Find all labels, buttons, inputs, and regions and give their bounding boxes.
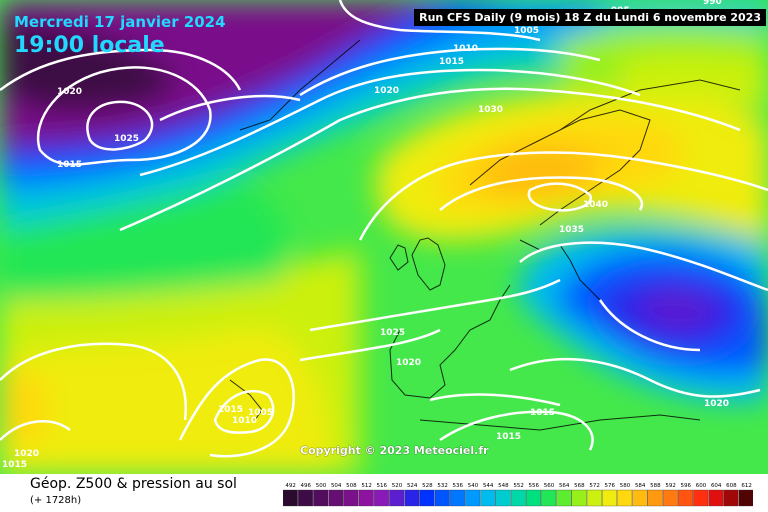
legend-swatch-532 xyxy=(434,489,450,507)
legend-value-508: 508 xyxy=(346,483,357,489)
legend-swatch-572 xyxy=(586,489,602,507)
isobar-label-1015-mediterranean: 1015 xyxy=(530,408,555,418)
legend-value-500: 500 xyxy=(316,483,327,489)
legend-value-572: 572 xyxy=(589,483,600,489)
legend-swatch-492 xyxy=(283,489,298,507)
legend-value-504: 504 xyxy=(331,483,342,489)
isobar-label-1020-central: 1020 xyxy=(396,358,421,368)
legend-swatch-520 xyxy=(389,489,405,507)
legend-value-612: 612 xyxy=(741,483,752,489)
isobar-label-1025-central: 1025 xyxy=(380,328,405,338)
isobar-label-1035: 1035 xyxy=(559,225,584,235)
isobar-label-990: 990 xyxy=(703,0,722,7)
legend-value-528: 528 xyxy=(422,483,433,489)
legend-swatch-536 xyxy=(450,489,465,507)
isobar-label-1015-north: 1015 xyxy=(439,57,464,67)
legend-swatch-600 xyxy=(693,489,709,507)
legend-swatch-552 xyxy=(510,489,526,507)
isobar-label-1020-bottom-left: 1020 xyxy=(14,449,39,459)
legend-value-596: 596 xyxy=(681,483,692,489)
legend-value-564: 564 xyxy=(559,483,570,489)
isobar-label-1005-southwest: 1005 xyxy=(248,408,273,418)
legend-value-608: 608 xyxy=(726,483,737,489)
legend-swatch-564 xyxy=(556,489,572,507)
isobar-label-1015-bottom-left: 1015 xyxy=(2,460,27,470)
legend-value-592: 592 xyxy=(665,483,676,489)
legend-swatch-548 xyxy=(495,489,511,507)
legend-swatch-596 xyxy=(678,489,693,507)
isobar-label-1040: 1040 xyxy=(583,200,608,210)
legend-value-492: 492 xyxy=(285,483,296,489)
legend-swatch-504 xyxy=(328,489,344,507)
legend-swatch-612 xyxy=(738,489,753,507)
legend-value-536: 536 xyxy=(453,483,464,489)
legend-swatch-540 xyxy=(465,489,481,507)
legend-value-556: 556 xyxy=(529,483,540,489)
legend-value-588: 588 xyxy=(650,483,661,489)
isobar-label-1020-north: 1020 xyxy=(374,86,399,96)
forecast-date: Mercredi 17 janvier 2024 xyxy=(14,13,226,31)
isobar-label-1020-east: 1020 xyxy=(704,399,729,409)
legend-swatch-604 xyxy=(708,489,724,507)
legend-swatch-544 xyxy=(480,489,496,507)
legend-value-600: 600 xyxy=(696,483,707,489)
legend-value-544: 544 xyxy=(483,483,494,489)
legend-swatch-568 xyxy=(571,489,587,507)
legend-value-496: 496 xyxy=(301,483,312,489)
legend-value-540: 540 xyxy=(468,483,479,489)
legend-value-560: 560 xyxy=(544,483,555,489)
isobar-label-1010-north: 1010 xyxy=(453,44,478,54)
legend-swatch-576 xyxy=(602,489,617,507)
legend-value-516: 516 xyxy=(377,483,388,489)
legend-value-548: 548 xyxy=(498,483,509,489)
forecast-lead-time: (+ 1728h) xyxy=(30,495,82,506)
legend-swatch-512 xyxy=(358,489,374,507)
isobar-label-1010-southwest: 1010 xyxy=(232,416,257,426)
legend-swatch-496 xyxy=(298,489,313,507)
legend-value-552: 552 xyxy=(513,483,524,489)
legend-swatch-500 xyxy=(313,489,329,507)
legend-swatch-584 xyxy=(632,489,648,507)
legend-value-512: 512 xyxy=(361,483,372,489)
legend-swatch-588 xyxy=(647,489,663,507)
isobar-label-1020-northwest: 1020 xyxy=(57,87,82,97)
legend-swatch-528 xyxy=(419,489,435,507)
isobar-label-1015-africa: 1015 xyxy=(496,432,521,442)
legend-value-520: 520 xyxy=(392,483,403,489)
legend-swatch-592 xyxy=(662,489,678,507)
map-title: Géop. Z500 & pression au sol xyxy=(30,476,237,492)
legend-value-580: 580 xyxy=(620,483,631,489)
isobar-label-1025-northwest: 1025 xyxy=(114,134,139,144)
forecast-time: 19:00 locale xyxy=(14,33,165,58)
legend-value-604: 604 xyxy=(711,483,722,489)
isobar-label-1030: 1030 xyxy=(478,105,503,115)
legend-swatch-524 xyxy=(404,489,420,507)
legend-value-576: 576 xyxy=(605,483,616,489)
legend-swatch-556 xyxy=(526,489,541,507)
legend-value-532: 532 xyxy=(437,483,448,489)
legend-swatch-516 xyxy=(374,489,389,507)
model-run-info: Run CFS Daily (9 mois) 18 Z du Lundi 6 n… xyxy=(414,9,766,26)
color-scale-legend: 492 496 500 504 508 512 516 520 524 528 532 536 540 5… xyxy=(283,483,753,507)
legend-swatch-580 xyxy=(617,489,633,507)
geopotential-map: 1005 995 990 1010 1015 1020 1020 1025 10… xyxy=(0,0,768,474)
legend-swatch-508 xyxy=(343,489,359,507)
isobar-label-1015-west: 1015 xyxy=(57,160,82,170)
legend-swatch-608 xyxy=(723,489,739,507)
legend-value-524: 524 xyxy=(407,483,418,489)
isobar-label-1015-southwest: 1015 xyxy=(218,405,243,415)
copyright-notice: Copyright © 2023 Meteociel.fr xyxy=(300,444,489,457)
isobar-label-1005-top: 1005 xyxy=(514,26,539,36)
legend-value-584: 584 xyxy=(635,483,646,489)
legend-value-568: 568 xyxy=(574,483,585,489)
legend-swatch-560 xyxy=(541,489,557,507)
